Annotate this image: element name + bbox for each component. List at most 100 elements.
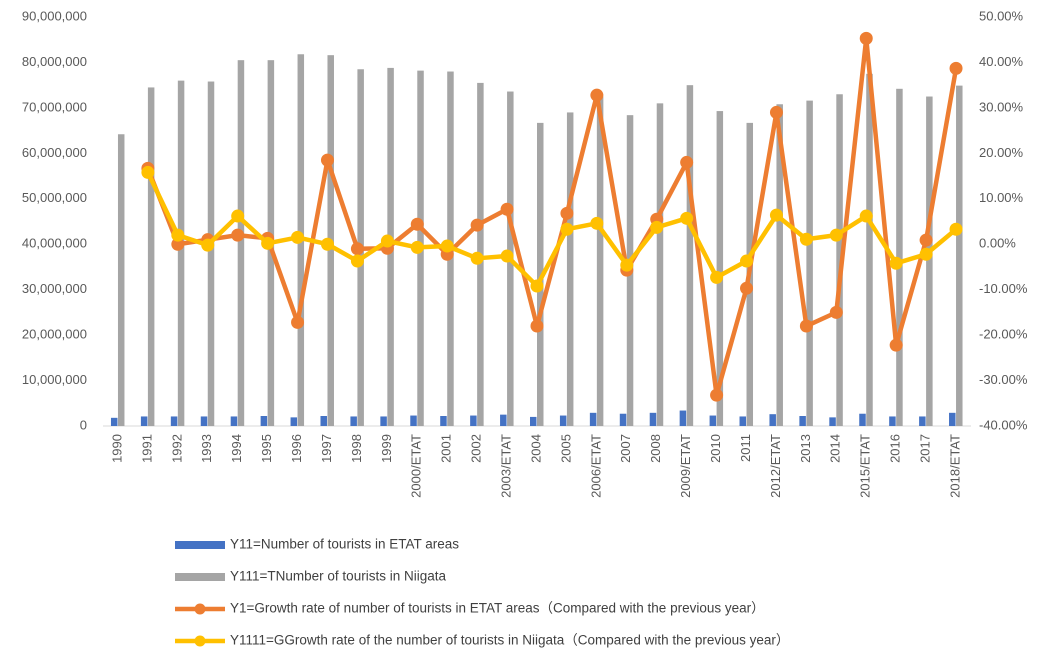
y-tick-label: 90,000,000 — [22, 8, 87, 23]
point — [590, 216, 604, 230]
point — [919, 233, 933, 247]
legend-label: Y111=TNumber of tourists in Niigata — [230, 569, 446, 584]
line — [145, 36, 959, 398]
x-tick-label: 1999 — [379, 434, 394, 463]
point — [350, 242, 364, 256]
x-tick-label: 2009/ETAT — [678, 434, 693, 498]
legend-label: Y11=Number of tourists in ETAT areas — [230, 537, 459, 552]
point — [291, 315, 305, 329]
y-tick-label: 80,000,000 — [22, 54, 87, 69]
legend-label: Y1=Growth rate of number of tourists in … — [230, 601, 765, 616]
point — [410, 240, 424, 254]
point — [171, 228, 185, 242]
y2-tick-label: 20.00% — [979, 145, 1024, 160]
bar — [619, 413, 627, 426]
x-tick-label: 2010 — [708, 434, 723, 463]
legend-marker — [194, 635, 206, 647]
x-tick-label: 1997 — [319, 434, 334, 463]
x-tick-label: 2008 — [648, 434, 663, 463]
point — [919, 247, 933, 261]
point — [859, 31, 873, 45]
bar — [566, 112, 574, 426]
x-tick-label: 2006/ETAT — [588, 434, 603, 498]
x-tick-label: 1991 — [139, 434, 154, 463]
point — [141, 165, 155, 179]
legend-label: Y1111=GGrowth rate of the number of tour… — [230, 633, 789, 648]
y2-tick-label: 40.00% — [979, 54, 1024, 69]
point — [320, 237, 334, 251]
x-tick-label: 1998 — [349, 434, 364, 463]
point — [500, 202, 514, 216]
x-tick-label: 1992 — [169, 434, 184, 463]
point — [680, 155, 694, 169]
y-tick-label: 40,000,000 — [22, 236, 87, 251]
x-tick-label: 2016 — [888, 434, 903, 463]
bar — [596, 96, 604, 427]
x-tick-label: 1995 — [259, 434, 274, 463]
point — [949, 61, 963, 75]
bar — [656, 103, 664, 426]
line — [145, 171, 958, 289]
x-tick-label: 2000/ETAT — [409, 434, 424, 498]
bar — [859, 413, 866, 426]
point — [590, 88, 604, 102]
bar — [806, 100, 813, 427]
point — [829, 305, 843, 319]
point — [261, 236, 275, 250]
x-tick-label: 2007 — [618, 434, 633, 463]
bar — [260, 416, 268, 426]
point — [530, 279, 544, 293]
bar — [500, 414, 507, 426]
x-tick-label: 1996 — [289, 434, 304, 463]
point — [380, 234, 394, 248]
point — [740, 281, 754, 295]
bar — [530, 416, 537, 426]
legend-swatch — [175, 573, 225, 581]
bar — [896, 88, 903, 427]
bar — [866, 73, 873, 427]
bar — [350, 416, 357, 426]
point — [799, 232, 813, 246]
point — [350, 254, 364, 268]
bar — [140, 416, 148, 426]
point — [560, 206, 574, 220]
legend-marker — [194, 603, 206, 615]
y2-tick-label: -30.00% — [979, 372, 1028, 387]
x-tick-label: 1994 — [229, 434, 244, 463]
bar — [380, 416, 387, 426]
point — [859, 209, 873, 223]
bar — [889, 416, 896, 426]
bar — [110, 417, 118, 426]
bar — [956, 85, 963, 427]
y-tick-label: 0 — [80, 417, 87, 432]
point — [470, 218, 484, 232]
bar — [320, 416, 327, 426]
y-tick-label: 10,000,000 — [22, 372, 87, 387]
bar — [237, 60, 245, 427]
point — [620, 258, 634, 272]
bar — [170, 416, 178, 426]
point — [410, 217, 424, 231]
point — [829, 228, 843, 242]
bar — [926, 96, 933, 427]
point — [470, 251, 484, 265]
bar — [829, 417, 836, 426]
y2-tick-label: -40.00% — [979, 417, 1028, 432]
y2-tick-label: 10.00% — [979, 190, 1024, 205]
bar — [919, 416, 926, 426]
bar — [769, 414, 776, 426]
bar — [709, 415, 717, 426]
x-tick-label: 2017 — [918, 434, 933, 463]
bar — [410, 415, 417, 426]
bar — [776, 104, 783, 427]
point — [710, 388, 724, 402]
x-tick-label: 1993 — [199, 434, 214, 463]
y-tick-label: 50,000,000 — [22, 190, 87, 205]
x-tick-label: 2005 — [558, 434, 573, 463]
point — [560, 222, 574, 236]
y2-tick-label: -20.00% — [979, 327, 1028, 342]
y2-tick-label: 50.00% — [979, 8, 1024, 23]
point — [171, 237, 185, 251]
y-tick-label: 20,000,000 — [22, 327, 87, 342]
